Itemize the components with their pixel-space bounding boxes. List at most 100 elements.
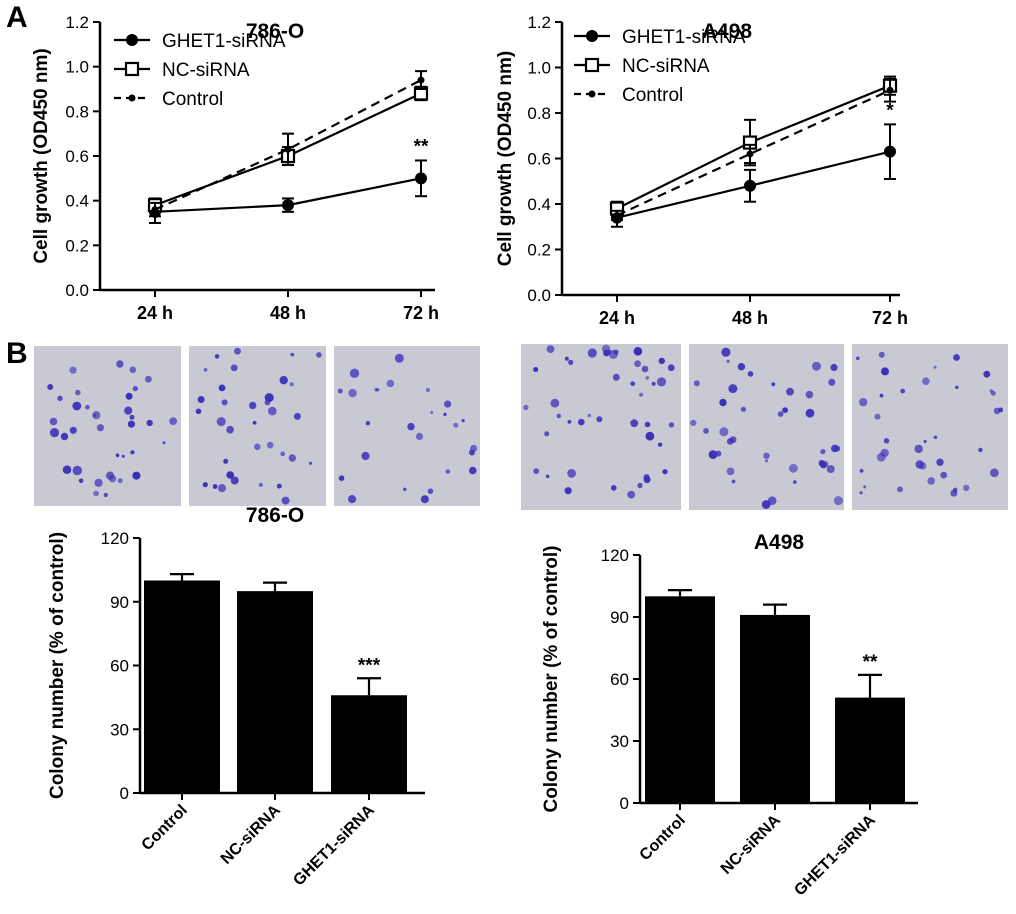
- panel-label-a: A: [6, 1, 28, 34]
- x-tick-label: Control: [139, 802, 191, 854]
- y-tick-label: 0: [120, 784, 129, 803]
- colony-dot: [124, 406, 133, 415]
- colony-dot: [217, 484, 227, 493]
- colony-dot: [230, 476, 239, 485]
- colony-dot: [936, 458, 944, 466]
- colony-dot: [950, 489, 958, 497]
- data-point: [151, 206, 159, 214]
- chart-title: A498: [702, 20, 753, 43]
- colony-dot: [169, 417, 178, 425]
- y-axis-title: Cell growth (OD450 nm): [495, 51, 516, 266]
- bar-chart-a498: 0 30 60 90 120 A498 Colony number (% of contro…: [541, 531, 918, 899]
- colony-dot: [203, 368, 208, 372]
- colony-dot: [420, 495, 429, 504]
- colony-dot: [627, 490, 636, 499]
- colony-dot: [546, 345, 555, 353]
- colony-dot: [545, 474, 550, 479]
- colony-dot: [280, 451, 286, 457]
- colony-dot: [443, 412, 447, 416]
- colony-dot: [425, 388, 430, 392]
- colony-dot: [789, 463, 798, 473]
- colony-dot: [453, 422, 459, 428]
- colony-dot: [49, 417, 58, 426]
- colony-dot: [587, 348, 597, 358]
- y-axis-title: Colony number (% of control): [47, 532, 68, 799]
- colony-dot: [461, 419, 465, 423]
- colony-dot: [859, 469, 864, 473]
- colony-dot: [195, 408, 202, 415]
- colony-dot: [338, 475, 345, 482]
- series-line: [616, 89, 891, 217]
- colony-dot: [75, 389, 81, 396]
- colony-dot: [990, 468, 999, 478]
- series-control: [611, 77, 896, 221]
- colony-dot: [767, 496, 777, 506]
- colony-dot: [668, 422, 675, 428]
- colony-dot: [279, 376, 288, 385]
- legend-label: Control: [162, 89, 223, 110]
- bar: [835, 697, 905, 803]
- colony-dot: [606, 349, 612, 355]
- colony-dot: [645, 376, 649, 380]
- colony-dot: [656, 377, 667, 387]
- colony-dot: [641, 365, 649, 373]
- colony-photo-background: [34, 346, 181, 506]
- y-tick-label: 30: [610, 732, 629, 751]
- colony-dot: [533, 468, 540, 474]
- colony-dot: [933, 365, 937, 369]
- y-tick-label: 120: [601, 546, 629, 565]
- colony-dot: [953, 354, 960, 361]
- colony-dot: [830, 363, 838, 372]
- colony-dot: [721, 347, 731, 357]
- y-axis-title: Cell growth (OD450 nm): [31, 48, 52, 263]
- colony-dot: [533, 367, 539, 372]
- colony-dot: [132, 471, 141, 480]
- x-tick-label: GHET1-siRNA: [290, 801, 378, 889]
- y-tick-label: 60: [110, 657, 129, 676]
- colony-dot: [978, 447, 983, 453]
- colony-dot: [523, 404, 529, 411]
- colony-dot: [212, 484, 218, 489]
- colony-dot: [919, 462, 927, 470]
- colony-dot: [226, 425, 234, 434]
- colony-dot: [93, 490, 99, 497]
- bar: [144, 580, 220, 793]
- legend: GHET1-siRNA NC-siRNA Control: [114, 31, 286, 110]
- y-tick-label: 30: [110, 720, 129, 739]
- colony-dot: [290, 352, 295, 357]
- colony-dot: [983, 370, 991, 378]
- line-chart-a498: 0.0 0.2 0.4 0.6 0.8 1.0 1.2 24 h 48 h 72 h A498 Cel…: [495, 13, 908, 328]
- x-tick-label: NC-siRNA: [218, 801, 284, 867]
- colony-dot: [568, 359, 574, 365]
- x-tick-label: 24 h: [599, 308, 635, 328]
- colony-dot: [264, 393, 274, 403]
- y-tick-label: 120: [101, 529, 129, 548]
- series-line: [154, 79, 422, 211]
- colony-dot: [223, 458, 229, 464]
- colony-dot: [630, 419, 639, 428]
- colony-dot: [805, 408, 815, 418]
- colony-dot: [763, 452, 770, 459]
- colony-dot: [703, 428, 709, 434]
- data-point: [417, 76, 425, 84]
- colony-dot: [337, 388, 343, 394]
- colony-dot: [125, 392, 133, 400]
- colony-dot: [657, 442, 663, 447]
- data-point: [613, 211, 621, 219]
- colony-dot: [567, 420, 572, 424]
- x-tick-label: Control: [637, 812, 689, 864]
- colony-dot: [348, 495, 357, 504]
- colony-dot: [96, 424, 104, 432]
- colony-dot: [793, 480, 797, 484]
- colony-dot: [897, 486, 903, 493]
- colony-dot: [374, 387, 379, 392]
- colony-dot: [47, 384, 54, 390]
- colony-dot: [963, 484, 970, 492]
- colony-dot: [115, 453, 120, 458]
- colony-dot: [72, 465, 83, 476]
- colony-dot: [719, 427, 729, 437]
- legend-marker: [128, 94, 136, 102]
- colony-dot: [719, 398, 727, 407]
- colony-dot: [859, 398, 868, 407]
- data-point: [746, 150, 754, 158]
